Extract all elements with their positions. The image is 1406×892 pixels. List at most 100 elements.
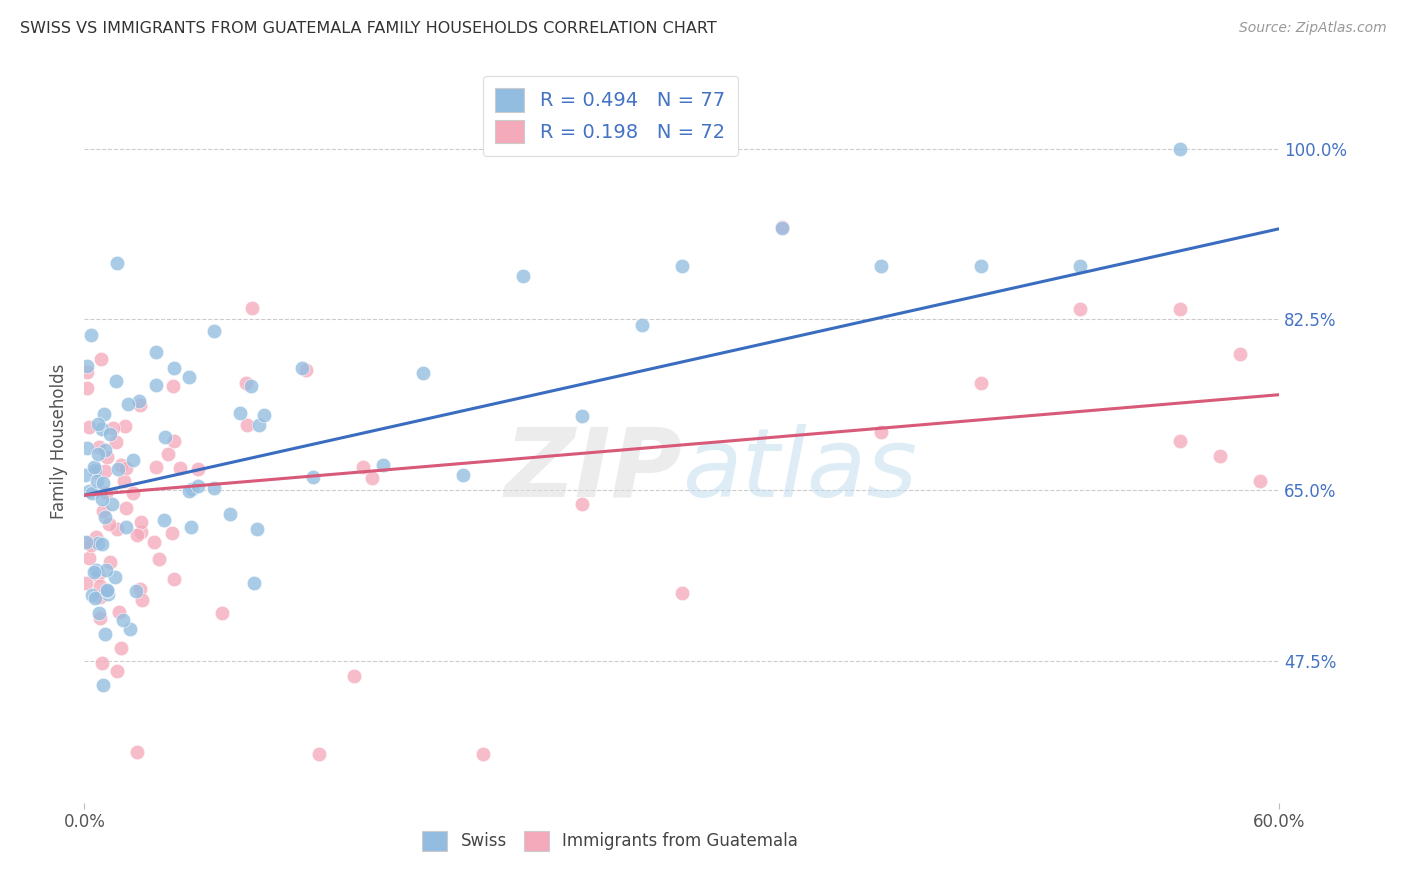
Point <box>97 516 120 531</box>
Point <box>145 378 167 392</box>
Point <box>89 611 111 625</box>
Point <box>83 591 105 605</box>
Point <box>93 443 115 458</box>
Point <box>145 459 167 474</box>
Point <box>870 425 893 439</box>
Point <box>96 583 118 598</box>
Point <box>111 613 134 627</box>
Point <box>343 669 366 683</box>
Point <box>114 460 136 475</box>
Point <box>294 363 316 377</box>
Point <box>240 301 263 316</box>
Point <box>76 359 98 374</box>
Point <box>124 584 146 599</box>
Point <box>1168 434 1191 448</box>
Legend: Swiss, Immigrants from Guatemala: Swiss, Immigrants from Guatemala <box>415 822 806 860</box>
Point <box>86 475 108 489</box>
Point <box>114 418 136 433</box>
Point <box>75 575 97 590</box>
Point <box>1229 347 1251 361</box>
Point <box>239 379 262 393</box>
Point <box>107 462 129 476</box>
Point <box>970 376 993 391</box>
Point <box>970 259 993 273</box>
Point <box>671 586 693 600</box>
Point <box>352 460 374 475</box>
Point <box>87 567 110 582</box>
Point <box>75 468 97 483</box>
Point <box>91 475 114 490</box>
Point <box>247 417 270 432</box>
Point <box>451 468 474 483</box>
Point <box>187 462 209 476</box>
Y-axis label: Family Households: Family Households <box>51 364 69 519</box>
Point <box>101 497 124 511</box>
Point <box>76 381 98 395</box>
Point <box>361 470 384 484</box>
Point <box>1249 475 1271 489</box>
Point <box>412 367 434 381</box>
Point <box>1209 449 1232 463</box>
Point <box>84 563 107 577</box>
Point <box>90 352 112 367</box>
Point <box>83 565 105 579</box>
Point <box>118 622 141 636</box>
Point <box>202 481 225 495</box>
Point <box>114 519 136 533</box>
Point <box>156 447 179 461</box>
Point <box>1069 259 1091 273</box>
Point <box>512 268 534 283</box>
Point <box>94 485 117 500</box>
Point <box>105 255 128 269</box>
Point <box>153 513 176 527</box>
Point <box>153 430 176 444</box>
Point <box>91 678 114 692</box>
Point <box>169 461 191 475</box>
Point <box>105 664 128 678</box>
Point <box>97 587 120 601</box>
Point <box>91 504 114 518</box>
Point <box>84 465 107 479</box>
Point <box>162 378 184 392</box>
Point <box>96 583 118 598</box>
Point <box>89 578 111 592</box>
Point <box>80 328 103 343</box>
Point <box>77 551 100 566</box>
Point <box>110 458 132 472</box>
Point <box>94 627 117 641</box>
Point <box>108 605 131 619</box>
Point <box>76 442 98 456</box>
Text: ZIP: ZIP <box>503 424 682 517</box>
Point <box>373 458 395 472</box>
Point <box>104 435 127 450</box>
Point <box>770 220 793 235</box>
Point <box>77 419 100 434</box>
Point <box>98 555 121 569</box>
Point <box>114 501 136 516</box>
Point <box>160 525 183 540</box>
Point <box>104 569 127 583</box>
Point <box>179 370 201 384</box>
Point <box>76 365 98 379</box>
Point <box>770 220 793 235</box>
Point <box>117 397 139 411</box>
Point <box>471 747 494 761</box>
Point <box>83 460 105 475</box>
Point <box>82 486 104 500</box>
Point <box>98 426 121 441</box>
Text: SWISS VS IMMIGRANTS FROM GUATEMALA FAMILY HOUSEHOLDS CORRELATION CHART: SWISS VS IMMIGRANTS FROM GUATEMALA FAMIL… <box>20 21 717 37</box>
Point <box>89 591 111 605</box>
Point <box>1168 302 1191 317</box>
Point <box>96 450 118 465</box>
Point <box>79 538 101 552</box>
Point <box>631 318 654 332</box>
Point <box>163 572 186 586</box>
Point <box>163 434 186 448</box>
Point <box>128 393 150 408</box>
Point <box>77 484 100 499</box>
Point <box>112 474 135 488</box>
Point <box>187 479 209 493</box>
Point <box>84 530 107 544</box>
Point <box>236 417 259 432</box>
Point <box>571 409 593 423</box>
